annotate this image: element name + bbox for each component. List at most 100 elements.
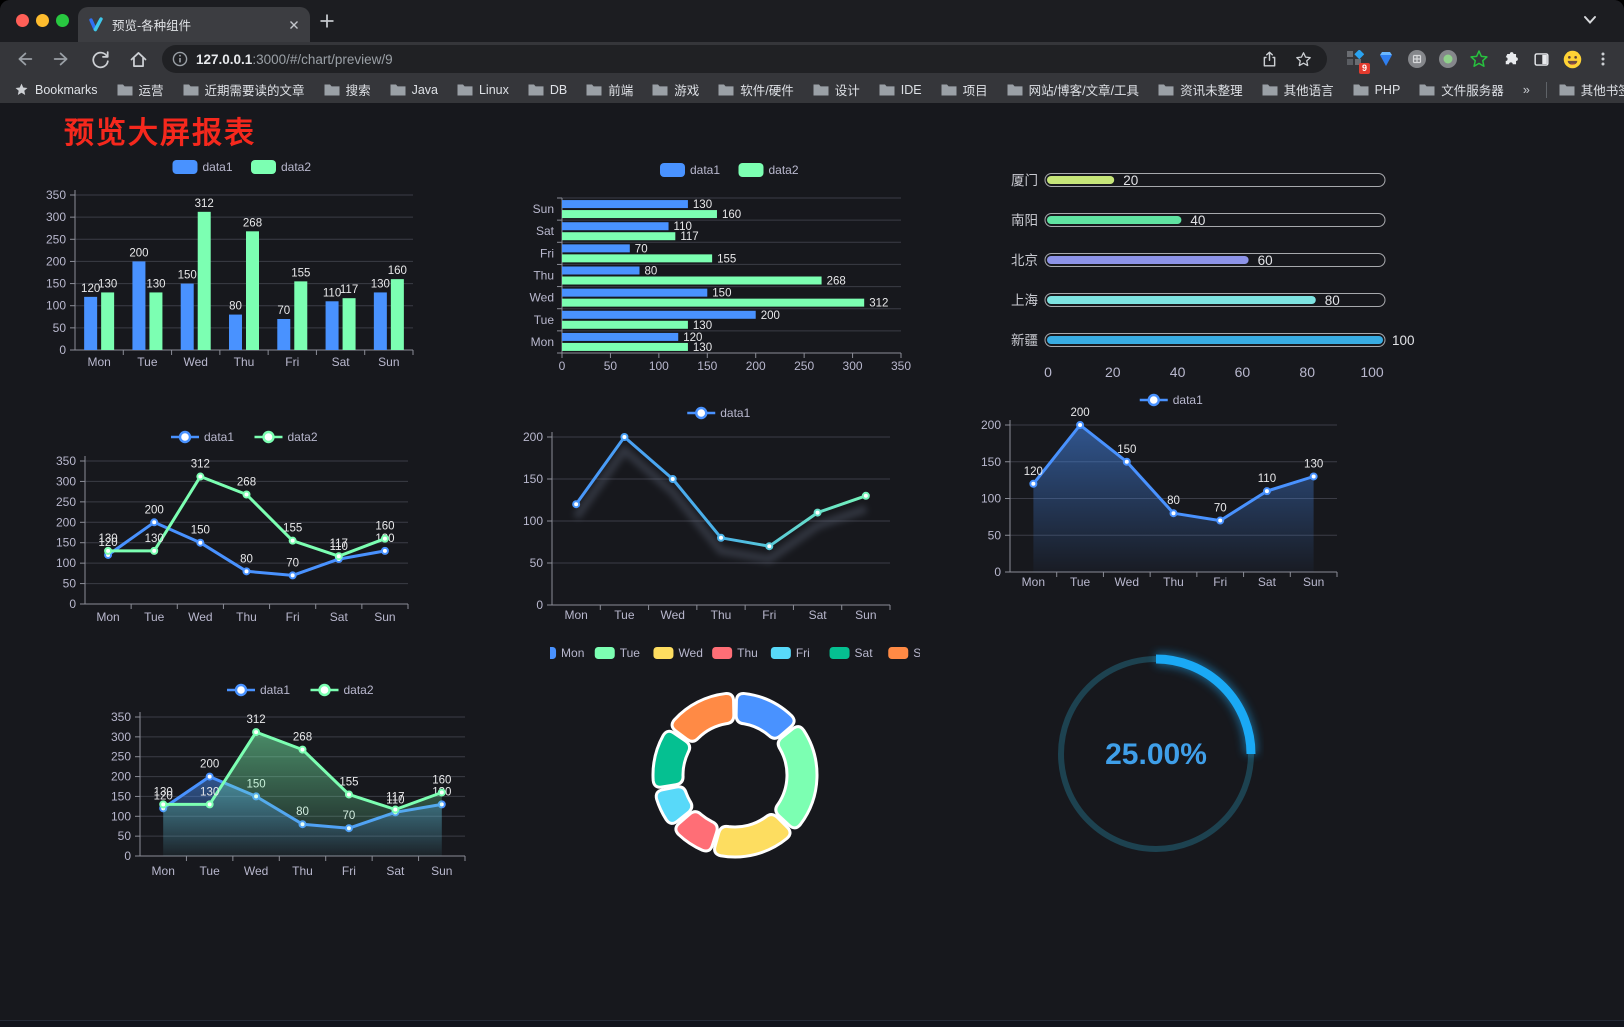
svg-text:Sun: Sun xyxy=(1303,575,1324,589)
puzzle-icon xyxy=(1505,51,1518,64)
line-dual-svg: data1 data2 0 50 100 150 200 250 300 350 Mon Tue Wed… xyxy=(56,430,409,624)
minimize-window-button[interactable] xyxy=(36,14,49,27)
bookmark-folder[interactable]: Java xyxy=(390,80,438,99)
bookmarks-manager-item[interactable]: Bookmarks xyxy=(14,82,98,97)
bookmark-folder[interactable]: PHP xyxy=(1353,80,1400,99)
chart-legend[interactable]: data1 data2 xyxy=(227,683,374,697)
svg-text:130: 130 xyxy=(693,199,712,211)
svg-text:155: 155 xyxy=(283,523,302,535)
donut-slice-Mon[interactable] xyxy=(734,692,796,740)
bookmark-folder[interactable]: 网站/博客/文章/工具 xyxy=(1007,80,1139,99)
svg-text:Mon: Mon xyxy=(152,864,175,878)
close-window-button[interactable] xyxy=(16,14,29,27)
bookmark-folder[interactable]: 资讯未整理 xyxy=(1158,80,1243,99)
chart-legend[interactable]: Mon Tue Wed Thu Fri Sat Sun xyxy=(536,646,935,660)
bookmark-this-tab-button[interactable] xyxy=(1289,45,1317,73)
bookmark-folder[interactable]: DB xyxy=(528,80,567,99)
new-tab-button[interactable] xyxy=(318,12,336,30)
donut-slice-Sat[interactable] xyxy=(651,729,692,789)
chart-line-area-dual: data1 data2 0 50 100 150 200 250 300 350 Mon Tue Wed… xyxy=(100,672,480,892)
bookmark-folder[interactable]: 软件/硬件 xyxy=(718,80,794,99)
home-button[interactable] xyxy=(124,45,152,73)
extension-green-star[interactable] xyxy=(1466,46,1492,72)
chart-line-area: data1 0 50 100 150 200 Mon Tue Wed Thu Fri Sat Sun 12… xyxy=(975,390,1360,600)
bookmark-folder[interactable]: 近期需要读的文章 xyxy=(183,80,305,99)
svg-text:Thu: Thu xyxy=(737,646,758,660)
address-bar[interactable]: 127.0.0.1:3000/#/chart/preview/9 xyxy=(162,45,1327,73)
folder-icon xyxy=(586,84,602,96)
chart-legend[interactable]: data1 xyxy=(1139,393,1203,407)
other-bookmarks-item[interactable]: 其他书签 xyxy=(1559,80,1624,99)
svg-text:268: 268 xyxy=(243,217,262,229)
browser-menu-button[interactable] xyxy=(1590,46,1616,72)
back-button[interactable] xyxy=(10,45,38,73)
svg-text:Wed: Wed xyxy=(1115,575,1139,589)
svg-text:312: 312 xyxy=(191,459,210,471)
extension-grid-badge[interactable]: 9 xyxy=(1342,46,1370,74)
bookmark-folder[interactable]: 其他语言 xyxy=(1262,80,1334,99)
emoji-avatar-icon xyxy=(1563,50,1581,68)
bar-series-data2[interactable]: 130 130 312 268 155 117 160 xyxy=(98,198,407,350)
extensions-puzzle-button[interactable] xyxy=(1497,46,1523,72)
line-series-data1[interactable]: 120 200 150 80 70 110 130 xyxy=(98,504,395,580)
bar-series-data2[interactable]: 130 130 312 268 155 117 160 xyxy=(562,209,888,354)
chart-legend[interactable]: data1 data2 xyxy=(171,430,318,444)
zoom-window-button[interactable] xyxy=(56,14,69,27)
circle-dot-extension-icon xyxy=(1439,50,1457,68)
bookmark-folder[interactable]: Linux xyxy=(457,80,509,99)
extension-circle-grid[interactable] xyxy=(1404,46,1430,72)
bookmark-folder[interactable]: 前端 xyxy=(586,80,633,99)
chart-legend[interactable]: data1 xyxy=(687,406,751,420)
svg-text:150: 150 xyxy=(523,472,543,486)
chart-progress-bars: 厦门 20 南阳 40 北京 60 上海 80 新疆 100 0 20 40 60 80 100 xyxy=(1000,152,1430,397)
svg-text:120: 120 xyxy=(98,537,117,549)
donut-slice-Tue[interactable] xyxy=(774,725,819,830)
chart-legend[interactable]: data1 data2 xyxy=(172,160,312,174)
extension-gem[interactable] xyxy=(1373,46,1399,72)
svg-text:100: 100 xyxy=(56,556,76,570)
site-info-icon[interactable] xyxy=(172,51,188,67)
line-series-data1[interactable]: 120 200 150 80 70 110 130 xyxy=(1024,407,1323,572)
bookmark-folder[interactable]: 运营 xyxy=(117,80,164,99)
svg-text:Mon: Mon xyxy=(87,355,110,369)
donut-slice-Thu[interactable] xyxy=(674,810,719,853)
svg-text:data1: data1 xyxy=(1173,393,1203,407)
grid-diamond-extension-icon xyxy=(1347,50,1364,65)
browser-tab[interactable]: 预览-各种组件 xyxy=(78,7,310,42)
reload-button[interactable] xyxy=(86,45,114,73)
gauge-svg: 25.00% xyxy=(1058,652,1258,852)
svg-text:0: 0 xyxy=(124,849,131,863)
bookmark-folder[interactable]: IDE xyxy=(879,80,922,99)
bookmark-folder[interactable]: 项目 xyxy=(941,80,988,99)
line-series-data2[interactable]: 130 130 312 268 155 117 160 xyxy=(98,459,395,561)
chart-legend[interactable]: data1 data2 xyxy=(660,163,799,177)
line-series-data2[interactable]: 130 130 312 268 155 117 160 xyxy=(154,714,452,856)
tab-close-icon[interactable] xyxy=(288,19,300,31)
donut-slice-Wed[interactable] xyxy=(713,813,792,859)
axis-grid: 0 50 100 150 200 250 300 350 Mon Tue Wed Thu Fri Sat S… xyxy=(56,454,409,624)
url-host: 127.0.0.1 xyxy=(196,51,253,67)
extension-circle-dot[interactable] xyxy=(1435,46,1461,72)
forward-button[interactable] xyxy=(48,45,76,73)
bookmark-folder[interactable]: 搜索 xyxy=(324,80,371,99)
svg-text:160: 160 xyxy=(432,774,451,786)
share-button[interactable] xyxy=(1255,45,1283,73)
bookmark-folder[interactable]: 文件服务器 xyxy=(1419,80,1504,99)
folder-icon xyxy=(1007,84,1023,96)
bookmarks-overflow-chevron[interactable]: » xyxy=(1522,82,1530,97)
bookmark-folder[interactable]: 设计 xyxy=(813,80,860,99)
donut-slice-Sun[interactable] xyxy=(670,692,736,743)
line-series-data1[interactable] xyxy=(572,433,870,564)
svg-text:120: 120 xyxy=(154,790,173,802)
bookmark-folder[interactable]: 游戏 xyxy=(652,80,699,99)
profile-avatar[interactable] xyxy=(1559,46,1585,72)
donut-slice-Fri[interactable] xyxy=(654,785,694,825)
svg-text:Thu: Thu xyxy=(533,269,554,283)
side-panel-button[interactable] xyxy=(1528,46,1554,72)
tab-search-chevron-icon[interactable] xyxy=(1582,14,1598,26)
svg-text:Wed: Wed xyxy=(183,355,207,369)
donut-slices[interactable] xyxy=(651,692,819,859)
svg-text:Thu: Thu xyxy=(1163,575,1184,589)
